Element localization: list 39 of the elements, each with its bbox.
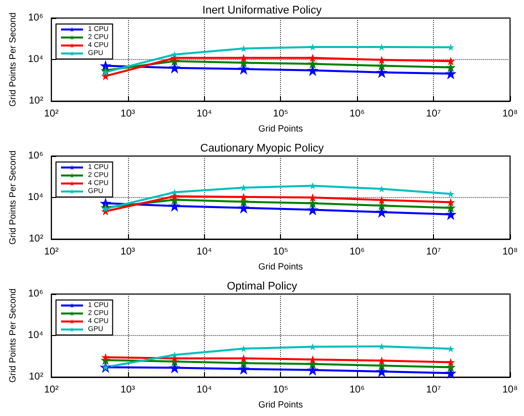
x-tick-label: 10⁷ (426, 246, 442, 258)
chart-title: Inert Uniformative Policy (202, 4, 322, 16)
x-tick-label: 10⁸ (502, 108, 518, 120)
y-tick-label: 10⁶ (28, 288, 44, 300)
x-tick-label: 10⁴ (196, 384, 212, 396)
x-axis-title: Grid Points (258, 400, 304, 410)
y-tick-label: 10⁴ (28, 54, 44, 66)
y-tick-label: 10² (28, 372, 44, 383)
x-tick-label: 10⁷ (426, 384, 442, 396)
x-tick-label: 10³ (120, 246, 136, 258)
y-tick-label: 10⁶ (28, 12, 44, 24)
chart-title: Optimal Policy (226, 280, 298, 292)
x-tick-label: 10³ (120, 384, 136, 396)
x-tick-label: 10⁶ (349, 384, 365, 396)
x-tick-label: 10² (44, 108, 60, 120)
x-tick-label: 10⁸ (502, 246, 518, 258)
y-tick-label: 10⁴ (28, 330, 44, 342)
x-tick-label: 10² (44, 384, 60, 396)
y-tick-label: 10² (28, 234, 44, 245)
x-tick-label: 10⁵ (273, 108, 288, 120)
x-axis-title: Grid Points (258, 262, 304, 272)
y-axis-title: Grid Points Per Second (8, 150, 18, 245)
x-tick-label: 10⁷ (426, 108, 442, 120)
y-tick-label: 10² (28, 96, 44, 107)
x-tick-label: 10³ (120, 108, 136, 120)
x-tick-label: 10⁴ (196, 246, 212, 258)
x-tick-label: 10⁴ (196, 108, 212, 120)
y-tick-label: 10⁴ (28, 192, 44, 204)
y-axis-title: Grid Points Per Second (8, 12, 18, 107)
x-tick-label: 10⁶ (349, 108, 365, 120)
x-tick-label: 10⁵ (273, 384, 288, 396)
x-tick-label: 10⁶ (349, 246, 365, 258)
y-axis-title: Grid Points Per Second (8, 288, 18, 383)
x-tick-label: 10⁵ (273, 246, 288, 258)
chart-title: Cautionary Myopic Policy (200, 142, 324, 154)
x-tick-label: 10⁸ (502, 384, 518, 396)
x-tick-label: 10² (44, 246, 60, 258)
x-axis-title: Grid Points (258, 124, 304, 134)
y-tick-label: 10⁶ (28, 150, 44, 162)
